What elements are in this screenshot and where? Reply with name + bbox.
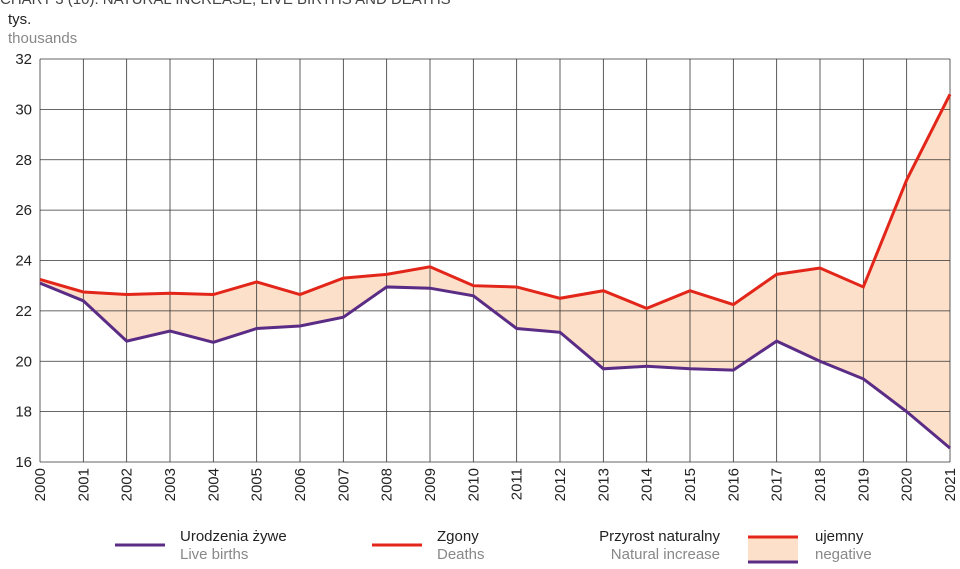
legend-label: Przyrost naturalny	[599, 528, 720, 545]
x-tick-label: 2015	[682, 468, 699, 501]
x-tick-label: 2009	[422, 468, 439, 501]
x-tick-label: 2019	[855, 468, 872, 501]
x-tick-label: 2006	[292, 468, 309, 501]
y-tick-label: 28	[15, 152, 32, 169]
legend-label-en: Natural increase	[611, 546, 720, 563]
legend-label-en: Live births	[180, 546, 248, 563]
x-tick-label: 2010	[465, 468, 482, 501]
chart-title: CHART 3 (10). NATURAL INCREASE, LIVE BIR…	[0, 0, 451, 8]
y-tick-label: 16	[15, 454, 32, 471]
unit-label-en: thousands	[8, 30, 77, 47]
x-tick-label: 2007	[335, 468, 352, 501]
series-line	[39, 93, 952, 310]
y-tick-label: 30	[15, 101, 32, 118]
x-tick-label: 2021	[942, 468, 959, 501]
legend-label: Zgony	[437, 528, 479, 545]
x-tick-label: 2012	[552, 468, 569, 501]
legend-label-en: negative	[815, 546, 872, 563]
legend-area-swatch	[748, 537, 798, 562]
y-tick-label: 24	[15, 253, 32, 270]
y-tick-label: 22	[15, 303, 32, 320]
y-tick-label: 26	[15, 202, 32, 219]
x-tick-label: 2017	[769, 468, 786, 501]
x-tick-label: 2000	[32, 468, 49, 501]
x-tick-label: 2001	[75, 468, 92, 501]
natural-increase-area	[40, 94, 950, 449]
y-tick-label: 32	[15, 51, 32, 68]
x-tick-label: 2020	[899, 468, 916, 501]
x-tick-label: 2011	[509, 468, 526, 500]
x-tick-label: 2005	[249, 468, 266, 501]
unit-label: tys.	[8, 11, 31, 28]
y-tick-label: 20	[15, 353, 32, 370]
x-tick-label: 2002	[119, 468, 136, 501]
x-tick-label: 2014	[639, 468, 656, 501]
x-tick-label: 2008	[379, 468, 396, 501]
x-tick-label: 2004	[205, 468, 222, 501]
series-line	[39, 281, 951, 450]
x-tick-label: 2016	[725, 468, 742, 501]
y-tick-label: 18	[15, 404, 32, 421]
legend-label: Urodzenia żywe	[180, 528, 287, 545]
x-tick-label: 2018	[812, 468, 829, 501]
x-tick-label: 2013	[595, 468, 612, 501]
legend-label-en: Deaths	[437, 546, 485, 563]
legend-label: ujemny	[815, 528, 864, 545]
x-tick-label: 2003	[162, 468, 179, 501]
